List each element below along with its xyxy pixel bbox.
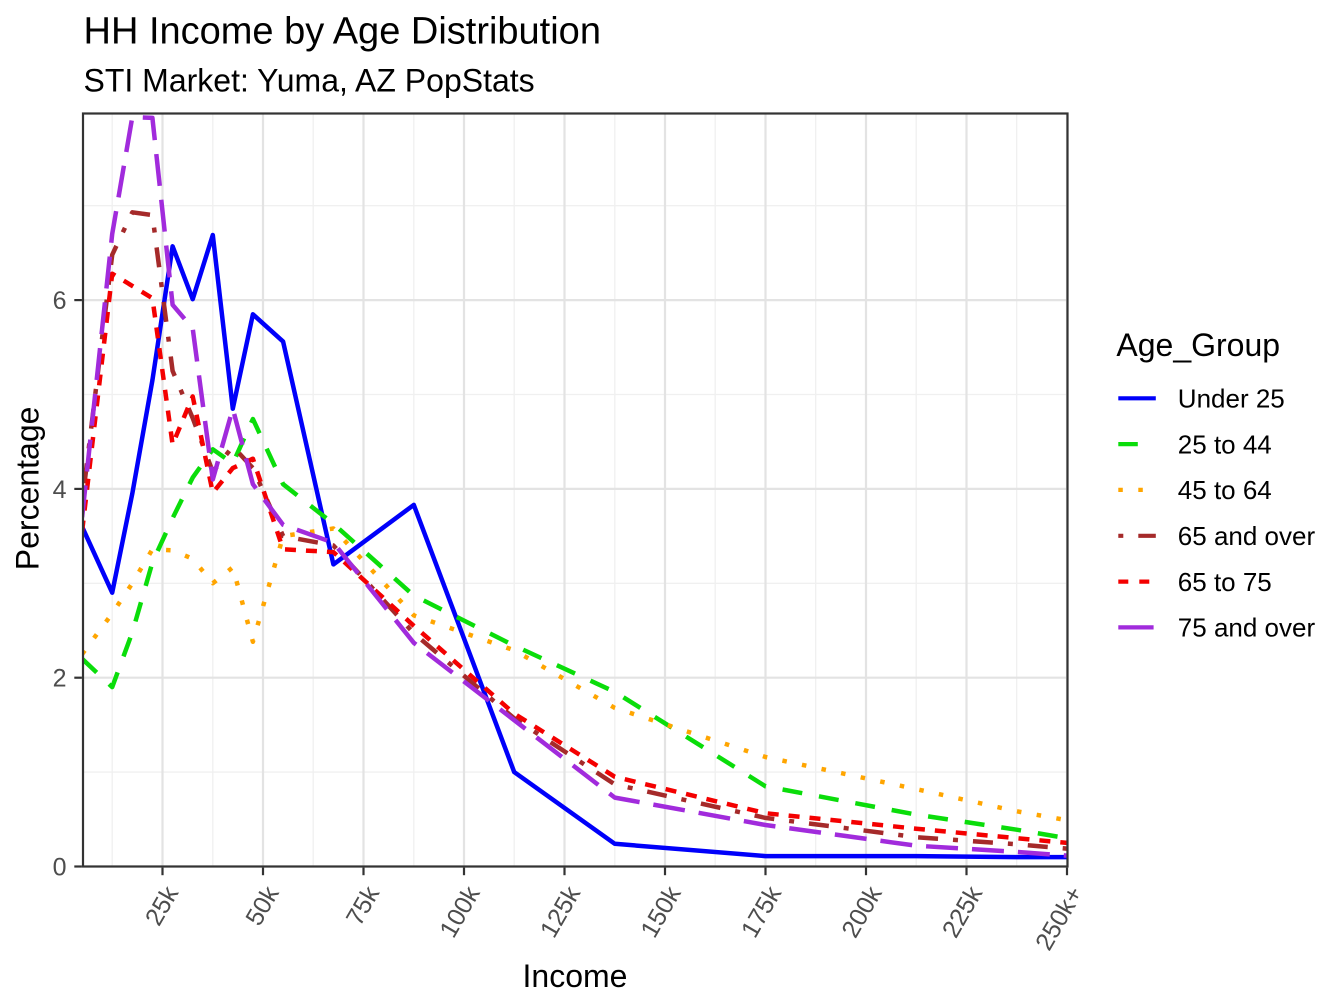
svg-text:STI Market: Yuma, AZ PopStats: STI Market: Yuma, AZ PopStats [84,63,535,99]
svg-text:65 to 75: 65 to 75 [1178,567,1272,597]
svg-text:65 and over: 65 and over [1178,521,1316,551]
svg-text:2: 2 [53,665,67,693]
svg-text:45 to 64: 45 to 64 [1178,475,1272,505]
svg-text:HH Income by Age Distribution: HH Income by Age Distribution [84,11,601,53]
svg-text:Percentage: Percentage [10,407,46,571]
svg-text:Age_Group: Age_Group [1116,327,1280,363]
svg-text:6: 6 [53,287,67,315]
svg-text:75 and over: 75 and over [1178,613,1316,643]
svg-text:0: 0 [53,854,67,882]
svg-text:25 to 44: 25 to 44 [1178,429,1272,459]
svg-text:Income: Income [523,958,628,994]
svg-text:Under 25: Under 25 [1178,384,1285,414]
svg-text:4: 4 [53,476,67,504]
